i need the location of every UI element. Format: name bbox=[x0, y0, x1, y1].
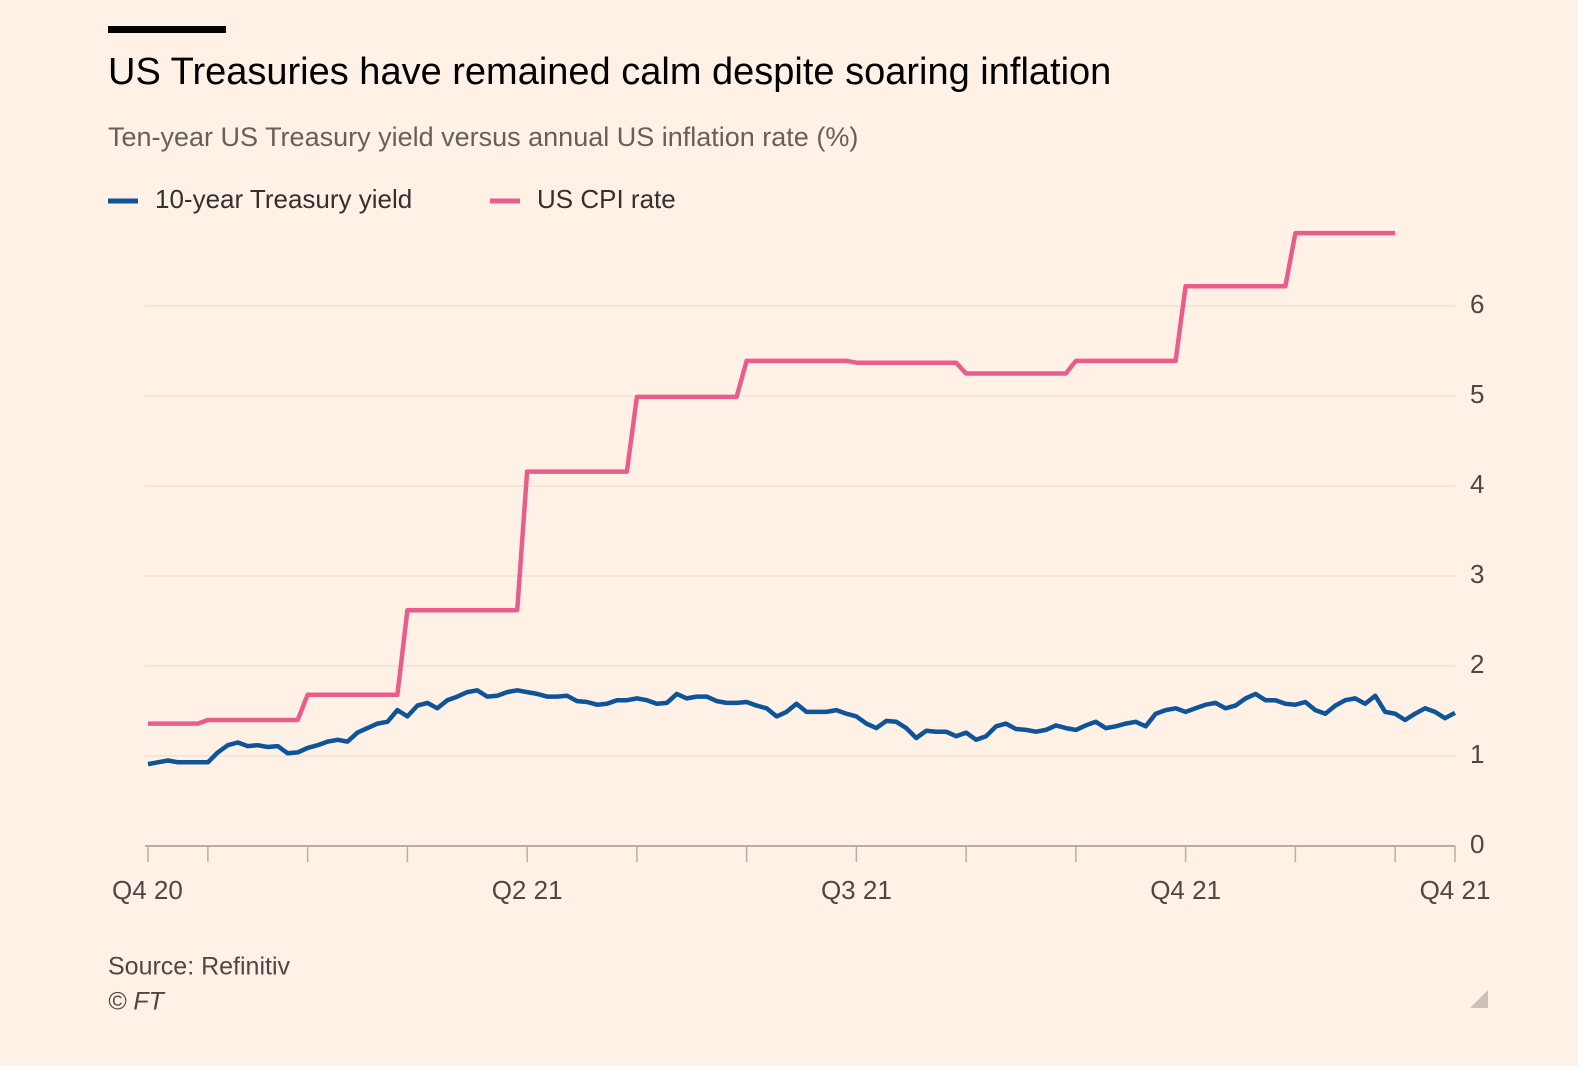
x-tick-label: Q2 21 bbox=[492, 875, 563, 905]
x-tick-label: Q3 21 bbox=[821, 875, 892, 905]
series-line bbox=[148, 230, 1396, 726]
y-tick-label: 6 bbox=[1470, 289, 1484, 319]
source: Source: Refinitiv bbox=[108, 953, 291, 981]
y-tick-label: 1 bbox=[1470, 739, 1484, 769]
y-tick-label: 5 bbox=[1470, 379, 1484, 409]
x-tick-label: Q4 21 bbox=[1420, 875, 1491, 905]
y-tick-label: 0 bbox=[1470, 829, 1484, 859]
title-bar bbox=[108, 26, 226, 33]
y-tick-label: 2 bbox=[1470, 649, 1484, 679]
credit: © FT bbox=[108, 988, 166, 1016]
chart-title: US Treasuries have remained calm despite… bbox=[108, 51, 1111, 93]
y-tick-label: 3 bbox=[1470, 559, 1484, 589]
legend-label: US CPI rate bbox=[537, 184, 676, 214]
y-tick-label: 4 bbox=[1470, 469, 1484, 499]
legend-label: 10-year Treasury yield bbox=[155, 184, 412, 214]
resize-corner bbox=[1470, 990, 1488, 1008]
x-tick-label: Q4 20 bbox=[112, 875, 183, 905]
chart-subtitle: Ten-year US Treasury yield versus annual… bbox=[108, 122, 858, 152]
series-line bbox=[147, 688, 1457, 767]
x-tick-label: Q4 21 bbox=[1150, 875, 1221, 905]
